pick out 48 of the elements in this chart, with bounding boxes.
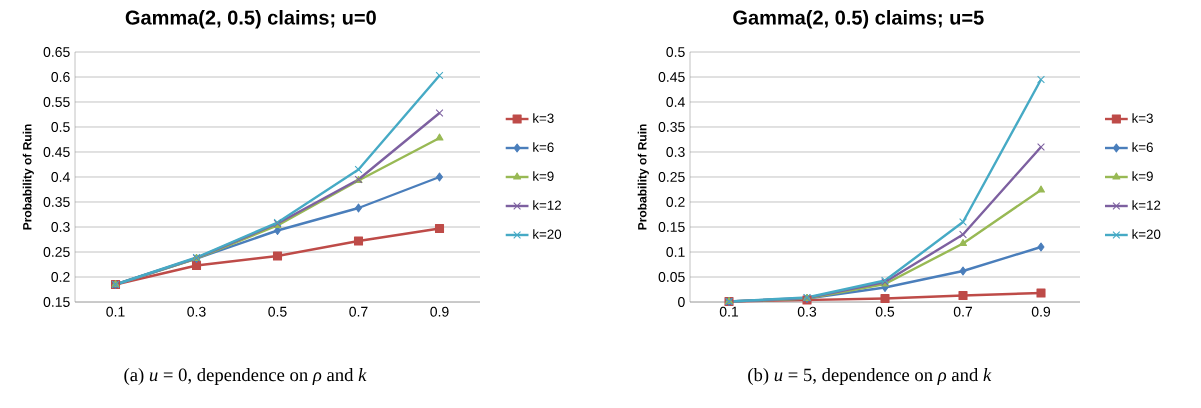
- y-tick-label: 0.4: [51, 172, 70, 182]
- y-tick-label: 0.3: [51, 222, 70, 232]
- x-tick-label: 0.9: [430, 306, 449, 317]
- y-tick-label: 0.15: [658, 222, 685, 232]
- chart-title: Gamma(2, 0.5) claims; u=0: [125, 9, 376, 29]
- y-tick-label: 0.6: [51, 72, 70, 82]
- legend-label: k=3: [1132, 113, 1153, 123]
- x-tick-label: 0.9: [1031, 306, 1051, 317]
- y-tick-label: 0.5: [666, 47, 685, 57]
- y-tick-label: 0.25: [658, 172, 685, 182]
- y-tick-label: 0.25: [43, 247, 70, 257]
- x-tick-label: 0.3: [797, 306, 817, 317]
- y-axis-title: Probability of Ruin: [637, 124, 649, 230]
- legend-label: k=9: [533, 171, 554, 181]
- legend-label: k=20: [533, 229, 562, 239]
- chart-title: Gamma(2, 0.5) claims; u=5: [733, 9, 984, 29]
- y-axis-title: Probability of Ruin: [22, 124, 34, 230]
- x-tick-label: 0.3: [187, 306, 206, 317]
- legend-label: k=20: [1132, 229, 1161, 239]
- y-tick-label: 0.2: [51, 272, 70, 282]
- legend-label: k=3: [533, 113, 554, 123]
- y-tick-label: 0.35: [43, 197, 70, 207]
- y-tick-label: 0.65: [43, 47, 70, 57]
- x-tick-label: 0.7: [349, 306, 368, 317]
- text: (b) u = 5, dependence on ρ and k: [748, 368, 992, 385]
- y-tick-label: 0.2: [666, 197, 685, 207]
- y-tick-label: 0.45: [43, 147, 70, 157]
- legend-label: k=6: [533, 142, 554, 152]
- y-tick-label: 0.55: [43, 97, 70, 107]
- y-tick-label: 0.05: [658, 272, 685, 282]
- legend-label: k=9: [1132, 171, 1153, 181]
- y-tick-label: 0.35: [658, 122, 685, 132]
- x-tick-label: 0.5: [268, 306, 287, 317]
- y-tick-label: 0.15: [43, 297, 70, 307]
- x-tick-label: 0.7: [953, 306, 973, 317]
- y-tick-label: 0.1: [666, 247, 685, 257]
- x-tick-label: 0.1: [719, 306, 739, 317]
- text: (a) u = 0, dependence on ρ and k: [124, 368, 367, 385]
- legend-label: k=12: [533, 200, 561, 210]
- y-tick-label: 0.3: [666, 147, 685, 157]
- y-tick-label: 0.5: [51, 122, 70, 132]
- x-tick-label: 0.5: [875, 306, 895, 317]
- y-tick-label: 0: [678, 297, 685, 307]
- legend-label: k=12: [1132, 200, 1161, 210]
- y-tick-label: 0.4: [666, 97, 685, 107]
- y-tick-label: 0.45: [658, 72, 685, 82]
- legend-label: k=6: [1132, 142, 1153, 152]
- x-tick-label: 0.1: [106, 306, 125, 317]
